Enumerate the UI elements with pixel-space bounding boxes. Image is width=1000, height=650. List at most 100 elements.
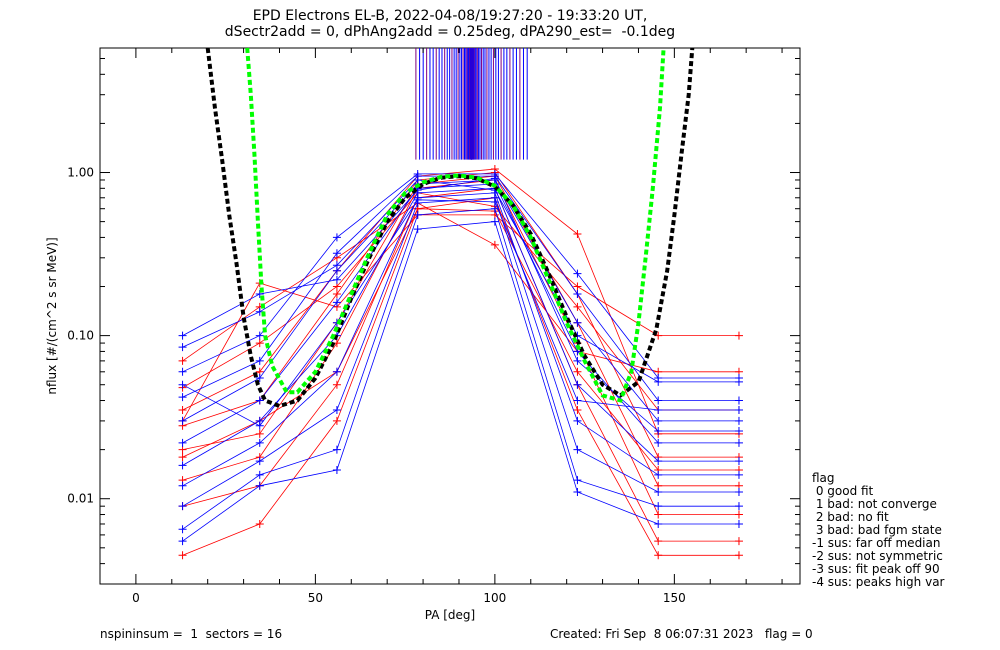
data-point-marker bbox=[734, 457, 743, 466]
series-line bbox=[182, 177, 739, 432]
data-point-marker bbox=[573, 476, 582, 485]
series-line bbox=[182, 192, 739, 487]
data-point-marker bbox=[734, 502, 743, 511]
data-point-marker bbox=[734, 331, 743, 340]
data-point-marker bbox=[654, 551, 663, 560]
data-point-marker bbox=[654, 438, 663, 447]
data-point-marker bbox=[332, 405, 341, 414]
x-tick-label: 100 bbox=[483, 591, 506, 605]
legend-entry: 3 bad: bad fgm state bbox=[812, 523, 942, 537]
data-point-marker bbox=[255, 289, 264, 298]
data-point-marker bbox=[178, 416, 187, 425]
data-point-marker bbox=[413, 225, 422, 234]
series-line bbox=[182, 179, 739, 383]
data-point-marker bbox=[654, 457, 663, 466]
data-point-marker bbox=[734, 519, 743, 528]
data-point-marker bbox=[332, 416, 341, 425]
data-point-marker bbox=[654, 519, 663, 528]
data-series-group bbox=[178, 165, 743, 560]
data-point-marker bbox=[654, 377, 663, 386]
fit-curve bbox=[205, 47, 695, 409]
data-point-marker bbox=[332, 282, 341, 291]
legend-entry: -4 sus: peaks high var bbox=[812, 575, 945, 589]
data-point-marker bbox=[178, 481, 187, 490]
legend-title: flag bbox=[812, 471, 835, 485]
series-line bbox=[182, 187, 739, 542]
data-point-marker bbox=[490, 174, 499, 183]
series-line bbox=[182, 168, 739, 435]
data-point-marker bbox=[178, 461, 187, 470]
data-point-marker bbox=[573, 416, 582, 425]
data-point-marker bbox=[178, 331, 187, 340]
series-line bbox=[182, 183, 739, 444]
data-point-marker bbox=[573, 445, 582, 454]
series-line bbox=[182, 179, 739, 422]
data-point-marker bbox=[573, 396, 582, 405]
data-point-marker bbox=[178, 405, 187, 414]
data-point-marker bbox=[734, 427, 743, 436]
data-point-marker bbox=[734, 377, 743, 386]
y-axis-label: nflux [#/(cm^2 s sr MeV)] bbox=[45, 237, 59, 394]
data-point-marker bbox=[255, 429, 264, 438]
fit-curves-group bbox=[205, 47, 695, 409]
data-point-marker bbox=[413, 195, 422, 204]
data-point-marker bbox=[178, 356, 187, 365]
legend-entry: -1 sus: far off median bbox=[812, 536, 941, 550]
x-tick-label: 50 bbox=[308, 591, 323, 605]
data-point-marker bbox=[573, 269, 582, 278]
series-line bbox=[182, 192, 739, 411]
legend-entry: 2 bad: no fit bbox=[812, 510, 889, 524]
data-point-marker bbox=[734, 510, 743, 519]
data-point-marker bbox=[573, 318, 582, 327]
data-point-marker bbox=[332, 233, 341, 242]
legend-entry: 1 bad: not converge bbox=[812, 497, 937, 511]
data-point-marker bbox=[413, 175, 422, 184]
data-point-marker bbox=[490, 240, 499, 249]
data-point-marker bbox=[178, 438, 187, 447]
data-point-marker bbox=[573, 282, 582, 291]
data-point-marker bbox=[178, 551, 187, 560]
data-point-marker bbox=[734, 438, 743, 447]
axes-group: 0 50 100 150 0.01 0.10 1.00 bbox=[67, 48, 800, 605]
legend-entry: -2 sus: not symmetric bbox=[812, 549, 943, 563]
data-point-marker bbox=[573, 302, 582, 311]
data-point-marker bbox=[332, 445, 341, 454]
data-point-marker bbox=[178, 445, 187, 454]
data-point-marker bbox=[734, 416, 743, 425]
data-point-marker bbox=[332, 261, 341, 270]
data-point-marker bbox=[734, 537, 743, 546]
data-point-marker bbox=[573, 487, 582, 496]
data-point-marker bbox=[255, 457, 264, 466]
series-line bbox=[182, 197, 739, 507]
series-line bbox=[182, 175, 739, 487]
data-point-marker bbox=[654, 416, 663, 425]
series-line bbox=[182, 221, 739, 542]
flag-legend: flag 0 good fit 1 bad: not converge 2 ba… bbox=[812, 472, 944, 589]
data-point-marker bbox=[654, 537, 663, 546]
series-line bbox=[182, 187, 739, 466]
data-point-marker bbox=[178, 502, 187, 511]
data-point-marker bbox=[178, 343, 187, 352]
data-point-marker bbox=[178, 537, 187, 546]
legend-entry: 0 good fit bbox=[812, 484, 874, 498]
data-point-marker bbox=[178, 525, 187, 534]
series-line bbox=[182, 208, 739, 471]
data-point-marker bbox=[332, 249, 341, 258]
y-tick-label: 0.10 bbox=[67, 329, 94, 343]
data-point-marker bbox=[255, 339, 264, 348]
data-point-marker bbox=[654, 510, 663, 519]
footer-left: nspininsum = 1 sectors = 16 bbox=[100, 627, 283, 641]
footer-right: Created: Fri Sep 8 06:07:31 2023 flag = … bbox=[550, 627, 813, 641]
x-tick-label: 150 bbox=[663, 591, 686, 605]
fit-curve bbox=[245, 47, 666, 403]
data-point-marker bbox=[573, 356, 582, 365]
data-point-marker bbox=[332, 298, 341, 307]
data-point-marker bbox=[734, 470, 743, 479]
data-point-marker bbox=[178, 367, 187, 376]
data-point-marker bbox=[490, 197, 499, 206]
data-point-marker bbox=[255, 373, 264, 382]
data-point-marker bbox=[654, 502, 663, 511]
series-line bbox=[182, 199, 739, 427]
data-point-marker bbox=[654, 487, 663, 496]
data-point-marker bbox=[654, 427, 663, 436]
